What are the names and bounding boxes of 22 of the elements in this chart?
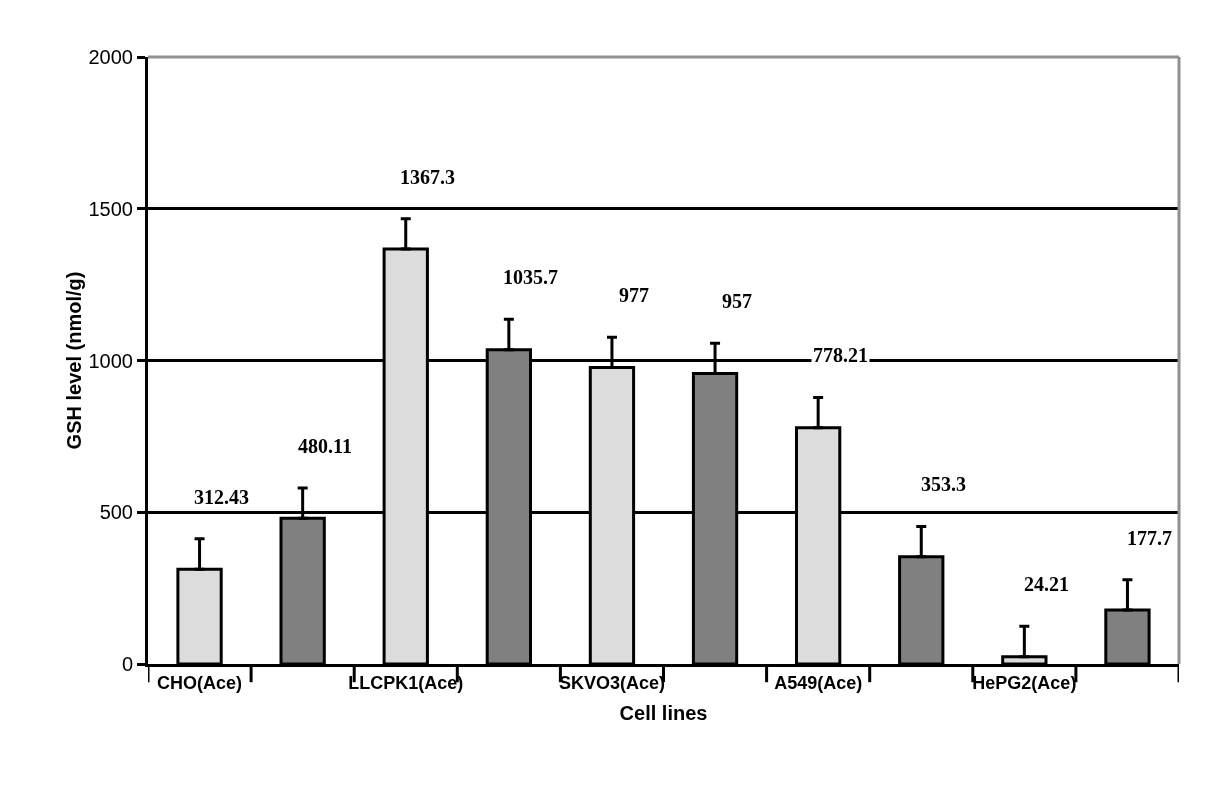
y-tick-label: 1000 xyxy=(88,349,133,372)
y-axis-title: GSH level (nmol/g) xyxy=(63,271,85,450)
x-tick-label: HePG2(Ace) xyxy=(972,672,1077,693)
data-label: 977 xyxy=(619,284,649,306)
data-label: 177.7 xyxy=(1127,527,1172,549)
y-tick-label: 2000 xyxy=(88,46,133,68)
data-label: 1035.7 xyxy=(503,266,558,288)
x-tick-label: LLCPK1(Ace) xyxy=(348,672,464,693)
x-tick-label: SKVO3(Ace) xyxy=(558,672,665,693)
y-tick-label: 0 xyxy=(121,653,133,675)
x-tick-label: CHO(Ace) xyxy=(157,672,243,693)
x-axis-title: Cell lines xyxy=(619,702,708,725)
x-tick-label: A549(Ace) xyxy=(774,672,863,693)
data-label: 480.11 xyxy=(298,435,352,457)
y-tick-label: 500 xyxy=(99,501,133,524)
data-label: 24.21 xyxy=(1024,573,1069,595)
data-label: 353.3 xyxy=(921,473,966,495)
y-tick-label: 1500 xyxy=(88,197,133,220)
data-label: 1367.3 xyxy=(400,166,455,188)
data-label: 312.43 xyxy=(194,486,249,508)
data-label: 957 xyxy=(722,290,752,312)
data-label: 778.21 xyxy=(813,344,868,366)
